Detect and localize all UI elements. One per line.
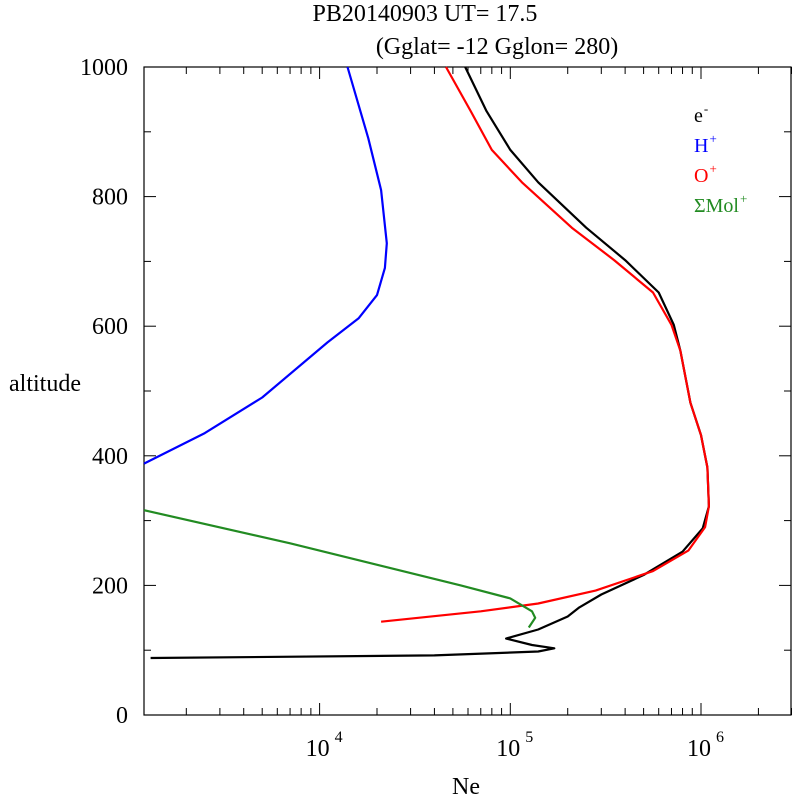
x-tick-label-exponent: 5 bbox=[525, 729, 533, 746]
y-tick-label: 400 bbox=[92, 444, 128, 470]
legend-entry: e bbox=[694, 105, 703, 127]
series-line-0 bbox=[150, 66, 710, 660]
y-tick-label: 800 bbox=[92, 185, 128, 211]
legend-entry: ΣMol bbox=[694, 195, 739, 217]
legend-entry-sup: - bbox=[704, 101, 708, 116]
x-tick-label-exponent: 6 bbox=[716, 729, 724, 746]
legend-entry-sup: + bbox=[740, 191, 747, 206]
legend-entry: H bbox=[694, 135, 708, 157]
legend-entry-sup: + bbox=[709, 131, 716, 146]
y-tick-label: 200 bbox=[92, 573, 128, 599]
ticks: 0 200 400 600 800 1000 10 4 10 5 10 6 bbox=[80, 55, 792, 762]
x-tick-label: 10 bbox=[687, 736, 711, 762]
y-tick-label: 0 bbox=[116, 703, 128, 729]
series bbox=[143, 66, 710, 660]
chart-subtitle: (Gglat= -12 Gglon= 280) bbox=[376, 34, 618, 60]
x-tick-label: 10 bbox=[496, 736, 520, 762]
x-tick-label-exponent: 4 bbox=[335, 729, 343, 746]
x-axis-label: Ne bbox=[452, 774, 480, 796]
y-tick-label: 600 bbox=[92, 314, 128, 340]
legend: e -H +O +ΣMol + bbox=[694, 101, 747, 217]
x-tick-label: 10 bbox=[306, 736, 330, 762]
series-line-3 bbox=[143, 509, 537, 629]
y-axis-label: altitude bbox=[9, 371, 81, 397]
series-line-2 bbox=[380, 66, 710, 623]
legend-entry: O bbox=[694, 165, 708, 187]
y-tick-label: 1000 bbox=[80, 55, 128, 81]
chart-title: PB20140903 UT= 17.5 bbox=[313, 1, 538, 27]
series-line-1 bbox=[143, 66, 388, 465]
legend-entry-sup: + bbox=[709, 161, 716, 176]
